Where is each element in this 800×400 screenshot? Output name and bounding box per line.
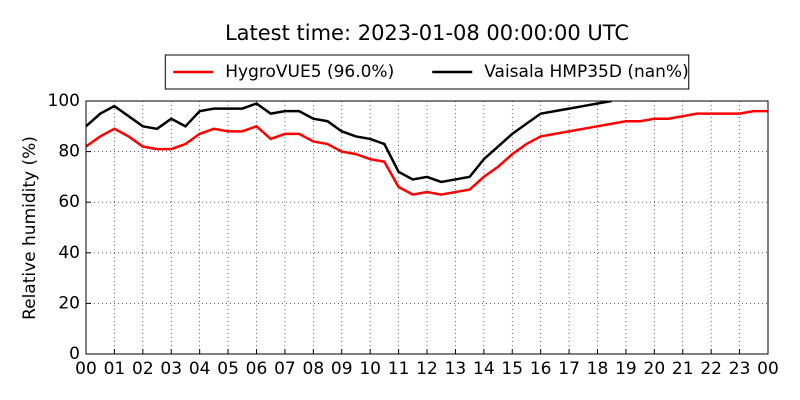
legend-label: Vaisala HMP35D (nan%) [484, 62, 688, 82]
chart-title: Latest time: 2023-01-08 00:00:00 UTC [225, 21, 629, 45]
x-tick-label: 15 [501, 359, 523, 379]
x-tick-label: 07 [274, 359, 296, 379]
y-tick-label: 60 [58, 192, 80, 212]
x-tick-label: 09 [331, 359, 353, 379]
x-tick-label: 03 [160, 359, 182, 379]
x-tick-label: 10 [359, 359, 381, 379]
x-tick-label: 17 [558, 359, 580, 379]
x-tick-label: 16 [530, 359, 552, 379]
legend-box [164, 54, 690, 90]
x-tick-label: 14 [473, 359, 495, 379]
legend: HygroVUE5 (96.0%) Vaisala HMP35D (nan%) [164, 54, 690, 90]
x-tick-label: 04 [189, 359, 211, 379]
x-tick-label: 18 [587, 359, 609, 379]
y-tick-label: 0 [69, 344, 80, 364]
series-line [86, 109, 768, 196]
y-axis-label: Relative humidity (%) [20, 136, 40, 320]
x-tick-label: 00 [757, 359, 779, 379]
y-tick-label: 100 [48, 91, 80, 111]
x-tick-label: 01 [104, 359, 126, 379]
y-tick-label: 20 [58, 293, 80, 313]
plot-area [86, 101, 768, 196]
y-tick-label: 40 [58, 243, 80, 263]
x-tick-label: 20 [644, 359, 666, 379]
x-tick-label: 19 [615, 359, 637, 379]
x-tick-label: 21 [672, 359, 694, 379]
series-line [86, 101, 612, 184]
x-tick-label: 12 [416, 359, 438, 379]
x-tick-label: 02 [132, 359, 154, 379]
x-tick-label: 05 [217, 359, 239, 379]
legend-label: HygroVUE5 (96.0%) [225, 62, 394, 82]
x-tick-label: 23 [729, 359, 751, 379]
x-tick-label: 22 [700, 359, 722, 379]
plot-frame [85, 100, 769, 355]
x-tick-label: 08 [303, 359, 325, 379]
x-tick-label: 06 [246, 359, 268, 379]
x-tick-label: 00 [75, 359, 97, 379]
x-tick-label: 11 [388, 359, 410, 379]
x-tick-label: 13 [445, 359, 467, 379]
y-tick-label: 80 [58, 142, 80, 162]
